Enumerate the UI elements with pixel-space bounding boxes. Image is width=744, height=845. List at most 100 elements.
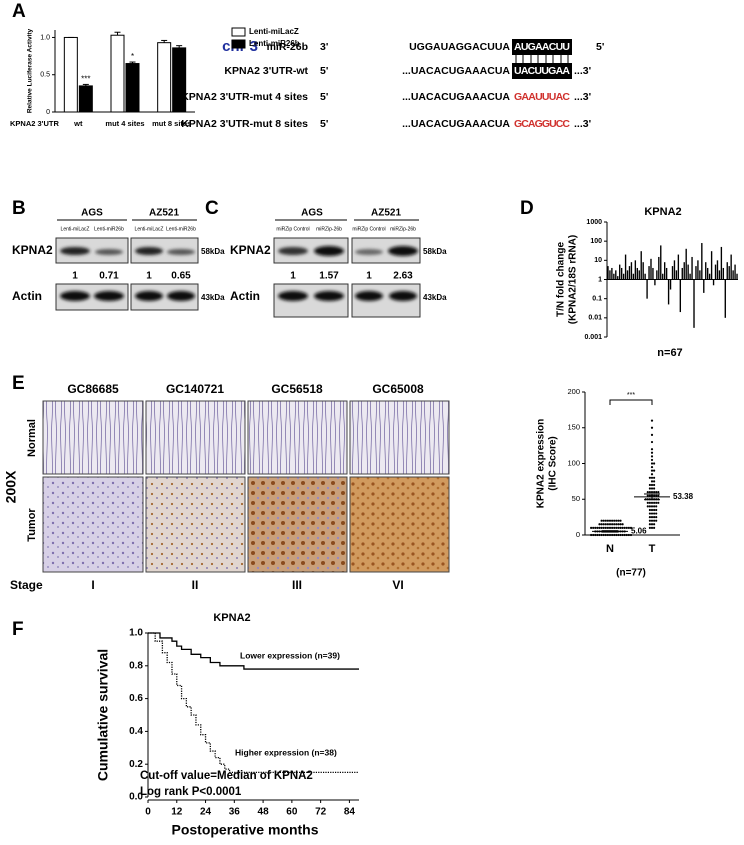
site: UACUUGAA [514, 65, 570, 77]
dot [602, 533, 605, 537]
y-tick-label: 1 [598, 276, 602, 283]
bar [656, 270, 658, 280]
annotation: Log rank P<0.0001 [140, 786, 242, 798]
y-axis-title: KPNA2 expression [536, 419, 547, 508]
bar [705, 262, 707, 280]
dot [606, 519, 610, 522]
seq-label: miR-26b [267, 41, 308, 53]
dot [655, 512, 658, 515]
ihc-panel: GC86685 GC140721 GC56518 GC65008 200X No… [3, 382, 450, 592]
dot [650, 458, 654, 462]
dot [650, 462, 654, 465]
bar [658, 256, 660, 280]
ratio: 1 [290, 271, 296, 282]
ihc-image [349, 476, 450, 573]
dot [600, 519, 603, 522]
dot [650, 476, 654, 479]
significance-bracket [609, 399, 653, 405]
ihc-image [42, 476, 144, 573]
bar [172, 47, 187, 113]
x-tick-label: 60 [286, 807, 298, 818]
dot [602, 519, 605, 522]
survival-curve [148, 632, 359, 774]
dot [650, 519, 654, 522]
protein-label: Actin [230, 289, 260, 303]
bar [642, 262, 644, 280]
panel-letter: E [12, 373, 25, 394]
dot [653, 462, 656, 465]
bar [714, 264, 717, 280]
dot [657, 501, 660, 504]
x-tick-label: 36 [229, 807, 241, 818]
bar [607, 266, 609, 280]
dot [650, 491, 654, 494]
y-axis-title: T/N fold change [556, 242, 567, 317]
dot [608, 523, 612, 526]
ratio: 1.57 [319, 271, 339, 282]
dot [611, 526, 614, 529]
dot [655, 519, 658, 522]
mean-label: 5.06 [631, 526, 647, 535]
dot [596, 533, 599, 537]
cell-line: AZ521 [371, 208, 401, 219]
y-tick-label: 200 [567, 387, 580, 396]
dot [646, 501, 649, 504]
bar [662, 273, 664, 280]
x-tick-label: mut 8 sites [152, 119, 191, 128]
x-tick-label: mut 4 sites [105, 119, 144, 128]
bar [726, 262, 728, 280]
x-tick-label: T [649, 543, 656, 555]
x-axis-title: Postoperative months [171, 822, 318, 838]
dot [608, 526, 612, 529]
dot [653, 491, 656, 494]
series-label: Higher expression (n=38) [235, 747, 337, 757]
blot-panel [351, 283, 421, 318]
dot [615, 523, 618, 526]
panel-letter: F [12, 619, 24, 640]
bar [617, 276, 619, 280]
bar [636, 267, 638, 280]
dot [623, 526, 626, 529]
bar [652, 267, 654, 280]
y-tick-label: 0.5 [40, 72, 50, 79]
dot [653, 526, 656, 529]
bar [646, 279, 648, 299]
bar [701, 243, 703, 280]
y-axis-title: (IHC Score) [548, 436, 559, 490]
bar [728, 266, 730, 280]
dot [655, 491, 658, 494]
mutant-site: GCAGGUCC [514, 118, 570, 130]
bar [626, 270, 629, 280]
seq-label: KPNA2 3'UTR-mut 4 sites [181, 91, 308, 103]
stage-label: Stage [10, 578, 43, 592]
x-tick-label: 12 [171, 807, 183, 818]
y-tick-label: 150 [567, 423, 580, 432]
dot [617, 533, 620, 537]
lane-label: Lenti-miLacZ [61, 226, 90, 232]
dot [606, 533, 610, 537]
dot [650, 487, 654, 490]
y-tick-label: 0 [46, 109, 50, 116]
dot [596, 526, 599, 529]
bar [675, 270, 678, 280]
dot [619, 526, 622, 529]
legend-swatch [231, 39, 246, 49]
seq-end: 5' [320, 91, 328, 103]
y-axis-title: (KPNA2/18S rRNA) [568, 235, 579, 324]
seq-end: ...3' [574, 118, 591, 130]
x-tick-label: 84 [344, 807, 356, 818]
dot [648, 487, 652, 490]
dot [648, 505, 652, 508]
sample-id: GC86685 [67, 382, 119, 396]
dot [650, 526, 654, 529]
ratio: 2.63 [393, 271, 413, 282]
y-tick-label: 100 [567, 458, 580, 467]
dot [653, 505, 656, 508]
dot [650, 473, 654, 476]
legend-label: Lenti-miR26b [249, 39, 300, 48]
lane-label: miRZip-26b [316, 226, 342, 232]
dot [611, 519, 614, 522]
dot [648, 508, 652, 512]
seq: ...UACACUGAAACUA [402, 118, 510, 130]
dot [617, 523, 620, 526]
